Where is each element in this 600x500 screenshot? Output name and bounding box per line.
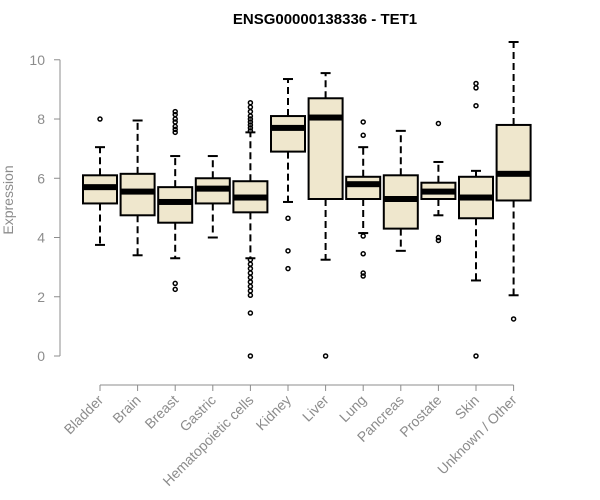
outlier-0: [435, 237, 442, 244]
outlier-12: [247, 125, 254, 131]
outlier-2: [473, 85, 479, 91]
y-tick-label-1: 2: [37, 289, 45, 305]
outlier-11: [247, 128, 254, 134]
median-bar: [83, 184, 117, 191]
median-bar: [459, 194, 493, 201]
outlier-1: [360, 270, 366, 276]
y-tick-label-2: 4: [37, 230, 45, 246]
y-tick-label-0: 0: [37, 348, 45, 364]
iqr-box: [345, 175, 382, 201]
outlier-2: [360, 251, 366, 257]
outlier-5: [247, 279, 254, 285]
outlier-16: [247, 113, 254, 119]
boxes: [82, 41, 532, 359]
outlier-2: [435, 120, 442, 127]
median-bar: [271, 124, 305, 131]
outlier-1: [435, 234, 442, 241]
iqr-box: [270, 115, 306, 153]
median-bar: [496, 170, 531, 177]
x-tick-label-5: Kidney: [253, 392, 295, 434]
x-tick-label-0: Bladder: [61, 392, 107, 438]
outlier-2: [247, 292, 254, 299]
outlier-18: [247, 104, 254, 110]
outlier-3: [360, 233, 366, 239]
outlier-0: [322, 353, 329, 359]
iqr-box: [495, 123, 532, 202]
outlier-4: [247, 283, 254, 290]
outlier-3: [172, 126, 178, 133]
outlier-2: [172, 129, 178, 136]
box-5: [270, 78, 306, 272]
outlier-0: [473, 353, 479, 359]
x-tick-label-9: Prostate: [396, 392, 444, 440]
y-axis-label: Expression: [0, 165, 16, 234]
x-tick-label-6: Liver: [299, 392, 332, 425]
x-tick-label-7: Lung: [336, 392, 369, 425]
outlier-1: [247, 310, 254, 316]
outlier-0: [97, 116, 103, 122]
box-1: [119, 119, 156, 257]
outlier-1: [285, 248, 291, 254]
outlier-14: [247, 119, 254, 125]
outlier-0: [172, 286, 178, 293]
x-tick-label-2: Breast: [141, 392, 181, 432]
box-7: [345, 119, 382, 279]
outlier-8: [247, 265, 254, 272]
median-bar: [308, 114, 343, 121]
outlier-9: [247, 261, 254, 267]
outlier-0: [247, 353, 254, 359]
chart-title: ENSG00000138336 - TET1: [233, 11, 417, 28]
outlier-1: [473, 102, 479, 109]
x-tick-label-10: Skin: [452, 392, 483, 423]
y-tick-label-4: 8: [37, 111, 45, 127]
outlier-19: [247, 99, 254, 106]
iqr-box: [307, 97, 344, 200]
outlier-2: [285, 215, 291, 222]
median-bar: [233, 194, 268, 201]
outlier-1: [172, 280, 178, 287]
outlier-3: [247, 288, 254, 294]
box-8: [382, 129, 419, 252]
median-bar: [383, 196, 418, 202]
outlier-4: [360, 132, 366, 139]
box-3: [194, 155, 231, 239]
outlier-7: [172, 111, 178, 118]
outlier-17: [247, 108, 254, 115]
outlier-5: [172, 119, 178, 125]
box-0: [82, 116, 118, 246]
box-4: [232, 99, 269, 359]
outlier-6: [247, 274, 254, 281]
box-9: [420, 120, 457, 244]
outlier-8: [172, 108, 178, 115]
box-6: [307, 72, 344, 359]
x-tick-label-1: Brain: [109, 392, 143, 426]
outlier-4: [172, 123, 178, 130]
outlier-15: [247, 116, 254, 122]
outlier-5: [360, 119, 366, 125]
outlier-0: [360, 273, 366, 279]
box-11: [495, 41, 532, 322]
outlier-10: [247, 256, 254, 263]
outlier-6: [172, 116, 178, 122]
median-bar: [346, 181, 381, 188]
median-bar: [120, 188, 155, 195]
outlier-0: [285, 265, 291, 272]
median-bar: [158, 198, 193, 205]
y-tick-label-5: 10: [29, 52, 45, 68]
outlier-3: [473, 80, 479, 87]
box-2: [157, 108, 194, 293]
y-tick-label-3: 6: [37, 170, 45, 186]
outlier-13: [247, 122, 254, 128]
median-bar: [195, 185, 230, 192]
median-bar: [421, 188, 456, 195]
outlier-7: [247, 270, 254, 276]
outlier-0: [510, 316, 517, 322]
box-10: [458, 80, 494, 359]
